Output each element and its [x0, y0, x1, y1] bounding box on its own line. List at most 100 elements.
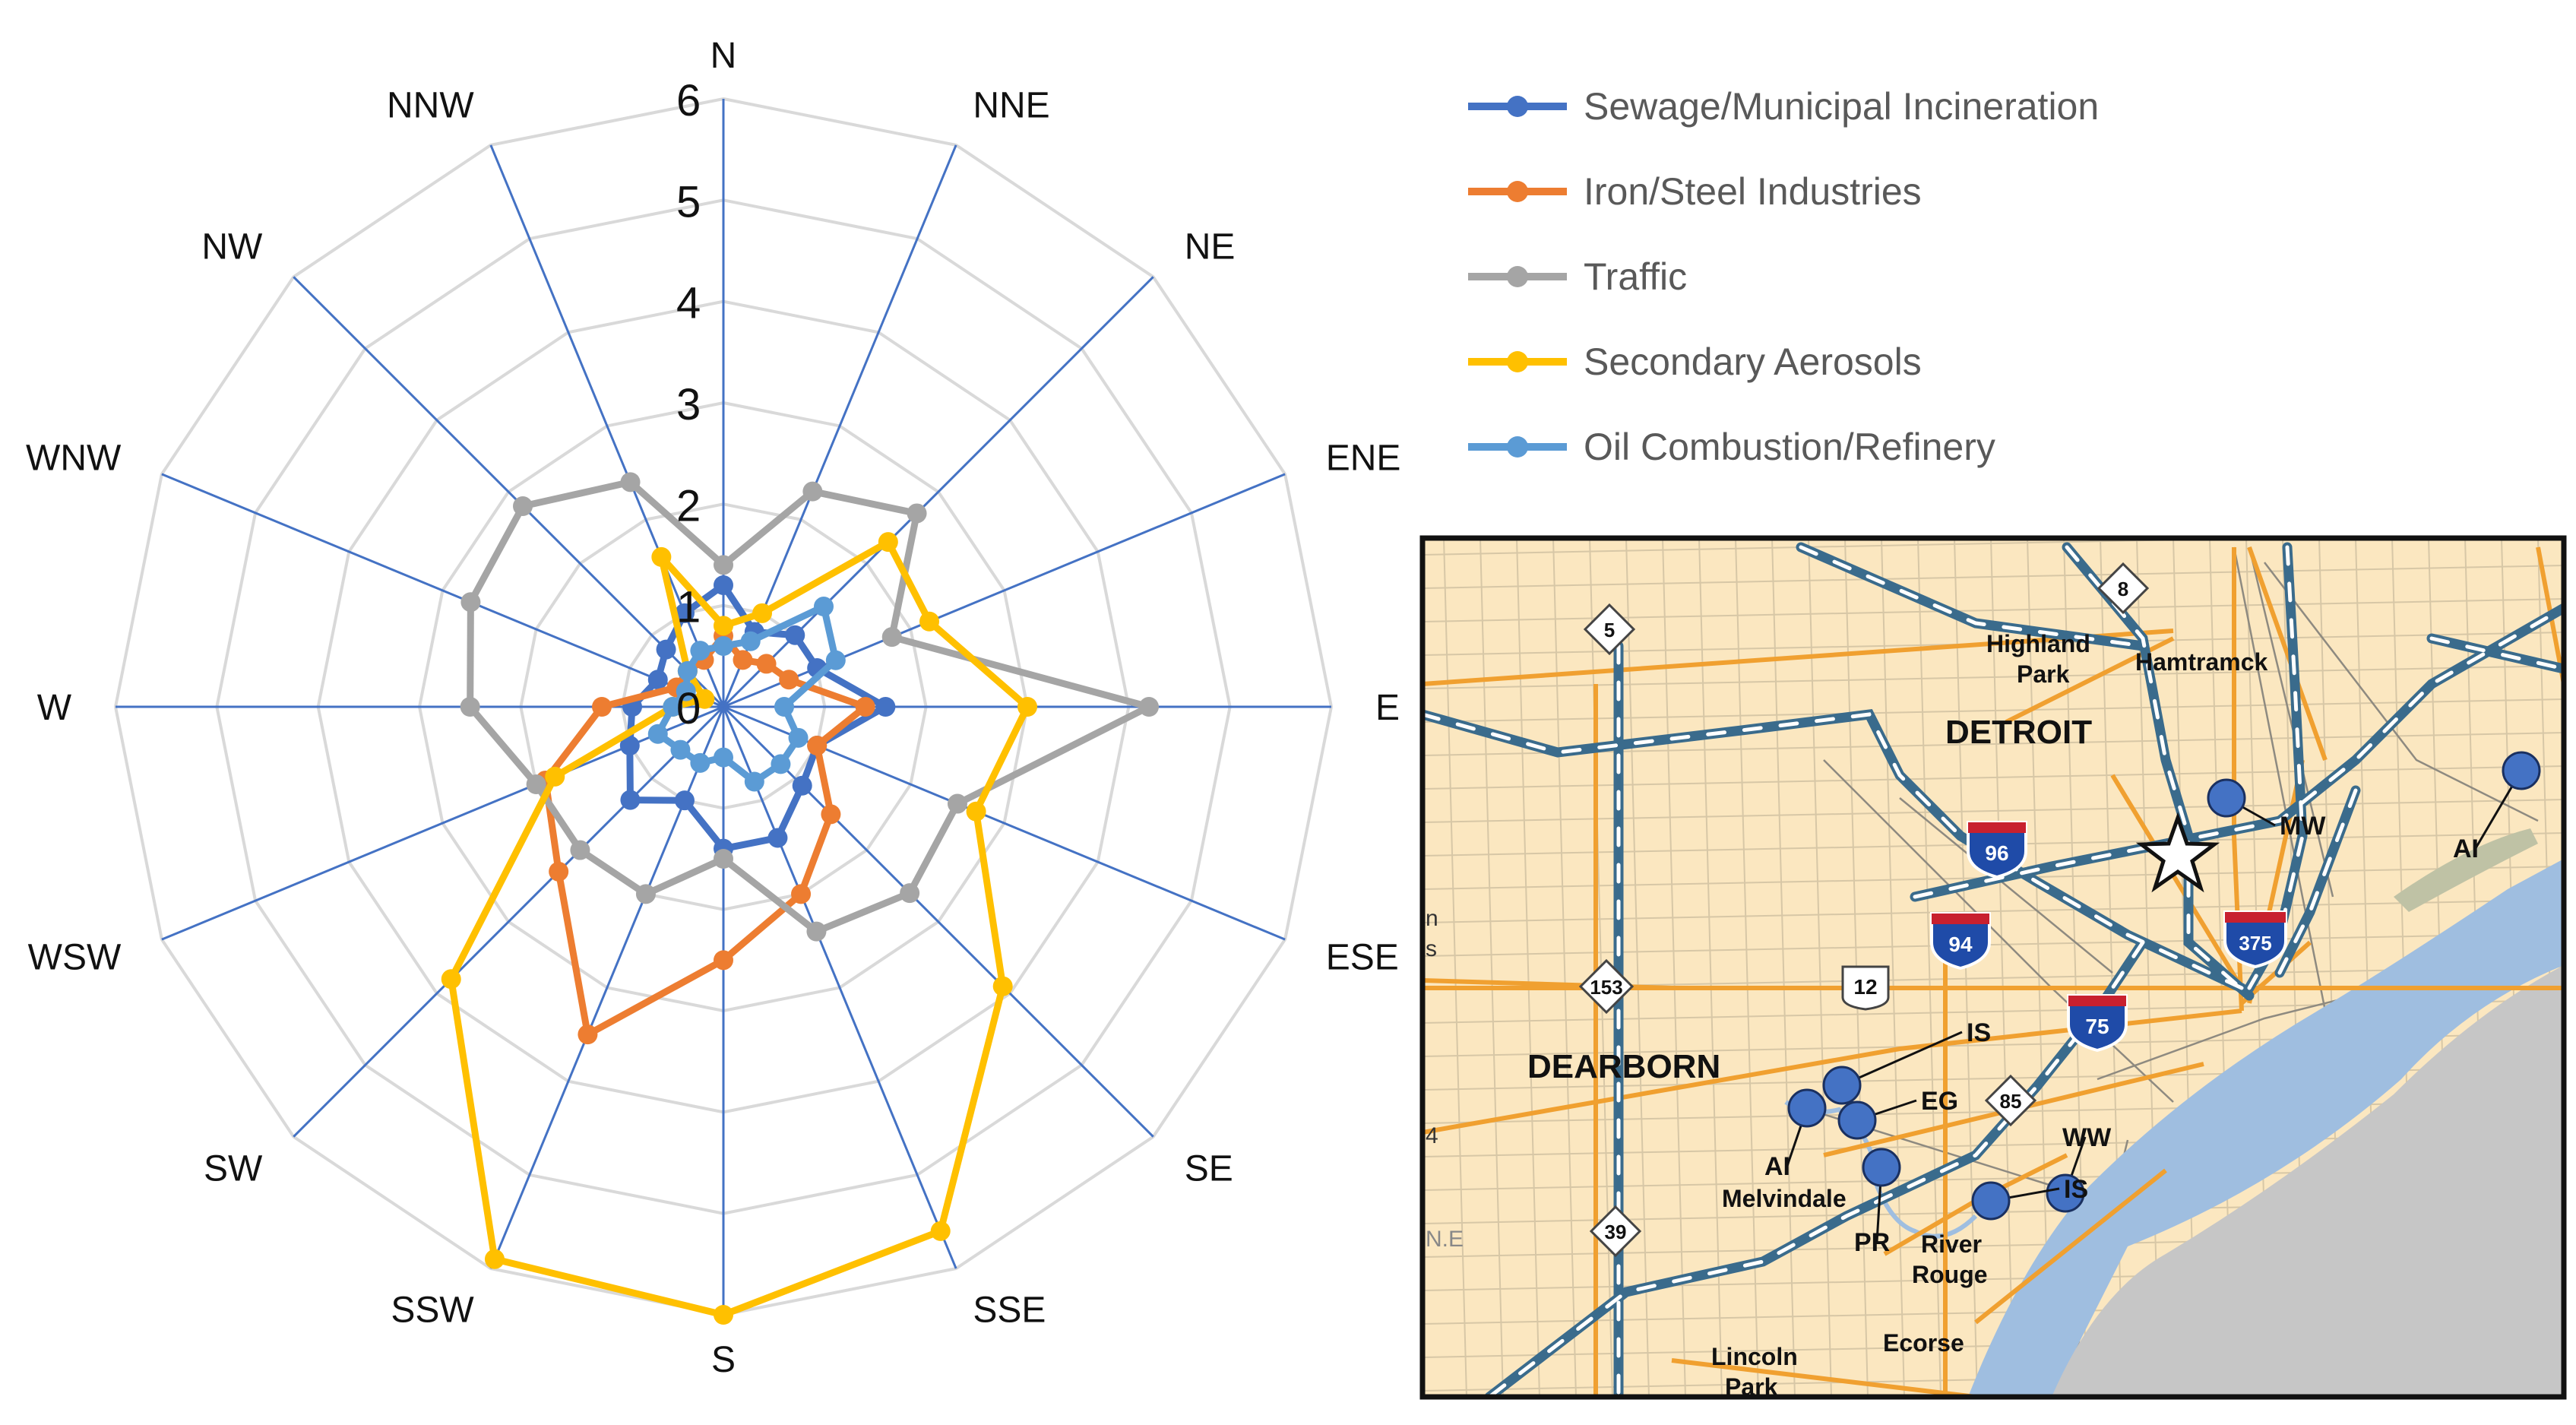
direction-labels: N NNE NE ENE E ESE SE SSE S SSW SW WSW W WNW NW NNW — [26, 36, 1400, 1380]
i94-shield: 94 — [1930, 912, 1991, 971]
series-3-point-nnw — [651, 546, 672, 567]
edge-n: n — [1426, 906, 1438, 931]
spoke-sse — [722, 706, 957, 1269]
site-label: WW — [2062, 1123, 2112, 1152]
spoke-ese — [723, 705, 1286, 941]
series-4-point-ese — [788, 727, 809, 748]
site-label: AI — [2453, 834, 2479, 863]
street — [1422, 538, 2298, 556]
direction-ese: ESE — [1326, 937, 1399, 977]
edge-s: s — [1426, 936, 1437, 961]
i75-label: 75 — [2085, 1015, 2109, 1038]
site-marker — [1837, 1100, 1877, 1140]
belle-isle — [2394, 828, 2538, 912]
m8-shield: 8 — [2097, 562, 2150, 615]
series-1-point-s — [714, 950, 733, 971]
legend-marker-2 — [1507, 266, 1528, 287]
site-marker — [1862, 1148, 1901, 1187]
street — [1990, 538, 2014, 1397]
series-3-point-sse — [930, 1221, 951, 1241]
tick-label-0: 0 — [676, 684, 701, 733]
series-4-point-wsw — [647, 724, 668, 744]
legend-item-0: Sewage/Municipal Incineration — [1468, 85, 2099, 128]
series-3-point-ssw — [484, 1249, 505, 1269]
spoke-wsw — [161, 705, 724, 941]
edge-4: 4 — [1426, 1123, 1438, 1148]
m39-shield: 39 — [1589, 1205, 1642, 1258]
site-marker — [2502, 751, 2541, 790]
series-1-point-ene — [779, 670, 799, 690]
series-2-point-n — [714, 555, 733, 575]
us12-label: 12 — [1853, 975, 1877, 999]
street — [1422, 1100, 2564, 1124]
m8-label: 8 — [2118, 578, 2128, 600]
street — [1917, 538, 1941, 1397]
direction-w: W — [37, 688, 72, 728]
series-4-point-ne — [813, 597, 834, 617]
direction-wnw: WNW — [26, 439, 122, 479]
m85-label: 85 — [2000, 1090, 2022, 1113]
street — [1422, 665, 2564, 689]
source-site-5: AI — [1764, 1088, 1827, 1181]
direction-ne: NE — [1185, 226, 1236, 267]
radar-tick-labels: 0 1 2 3 4 5 6 — [676, 76, 701, 733]
m153-shield: 153 — [1578, 958, 1635, 1015]
series-0-point-nnw — [674, 603, 695, 623]
legend-label-2: Traffic — [1584, 255, 1687, 298]
source-site-1: AI — [2453, 751, 2541, 863]
series-3-point-s — [714, 1305, 733, 1325]
series-2-point-ese — [947, 793, 967, 814]
street — [1735, 538, 1759, 1397]
source-site-2: IS — [1822, 1018, 1991, 1105]
direction-wsw: WSW — [28, 937, 122, 977]
site-marker — [2207, 778, 2246, 818]
series-2 — [460, 472, 1159, 942]
series-2-point-nnw — [620, 472, 641, 492]
city-melvindale: Melvindale — [1722, 1185, 1847, 1212]
city-hamtramck: Hamtramck — [2135, 648, 2268, 676]
series-0-point-n — [714, 575, 733, 595]
series-1-point-ne — [756, 654, 777, 674]
state-route-shields: 153 85 39 5 8 — [1578, 562, 2150, 1258]
series-2-point-ene — [881, 627, 902, 648]
site-label: IS — [1967, 1018, 1991, 1047]
radar-series — [441, 472, 1159, 1325]
series-4-point-ssw — [690, 752, 710, 773]
street — [1422, 565, 2564, 589]
spoke-nw — [293, 276, 725, 708]
series-2-point-sse — [806, 921, 827, 942]
city-labels: DETROIT DEARBORN Highland Park Hamtramck… — [1527, 630, 2268, 1397]
series-3-point-wsw — [545, 766, 565, 787]
edge-labels: n s 4 N.E — [1426, 906, 1464, 1252]
street — [1422, 899, 2564, 923]
series-2-point-ssw — [635, 884, 656, 904]
series-3-point-se — [992, 976, 1013, 996]
m153-label: 153 — [1590, 976, 1622, 999]
street — [2136, 538, 2160, 1397]
source-site-0: MW — [2207, 778, 2326, 841]
i375-shield: 375 — [2223, 910, 2287, 969]
legend-marker-4 — [1507, 436, 1528, 458]
direction-e: E — [1375, 688, 1400, 728]
direction-n: N — [710, 36, 737, 76]
street — [1881, 538, 1905, 1397]
series-0-point-wnw — [647, 670, 668, 690]
direction-sw: SW — [204, 1149, 263, 1189]
tick-label-5: 5 — [676, 177, 701, 226]
legend: Sewage/Municipal Incineration Iron/Steel … — [1468, 85, 2099, 468]
direction-ssw: SSW — [391, 1290, 474, 1331]
street — [1698, 538, 1723, 1397]
street — [1422, 765, 2564, 790]
series-4-point-nw — [677, 660, 698, 681]
city-river: River — [1921, 1230, 1982, 1258]
spoke-se — [722, 705, 1154, 1138]
city-detroit: DETROIT — [1945, 714, 2092, 751]
series-4-point-se — [771, 754, 791, 774]
series-2-point-sw — [570, 840, 590, 860]
lake-area — [2052, 965, 2564, 1397]
street — [1625, 538, 1650, 1397]
city-dearborn: DEARBORN — [1527, 1048, 1720, 1085]
tick-label-4: 4 — [676, 279, 701, 328]
